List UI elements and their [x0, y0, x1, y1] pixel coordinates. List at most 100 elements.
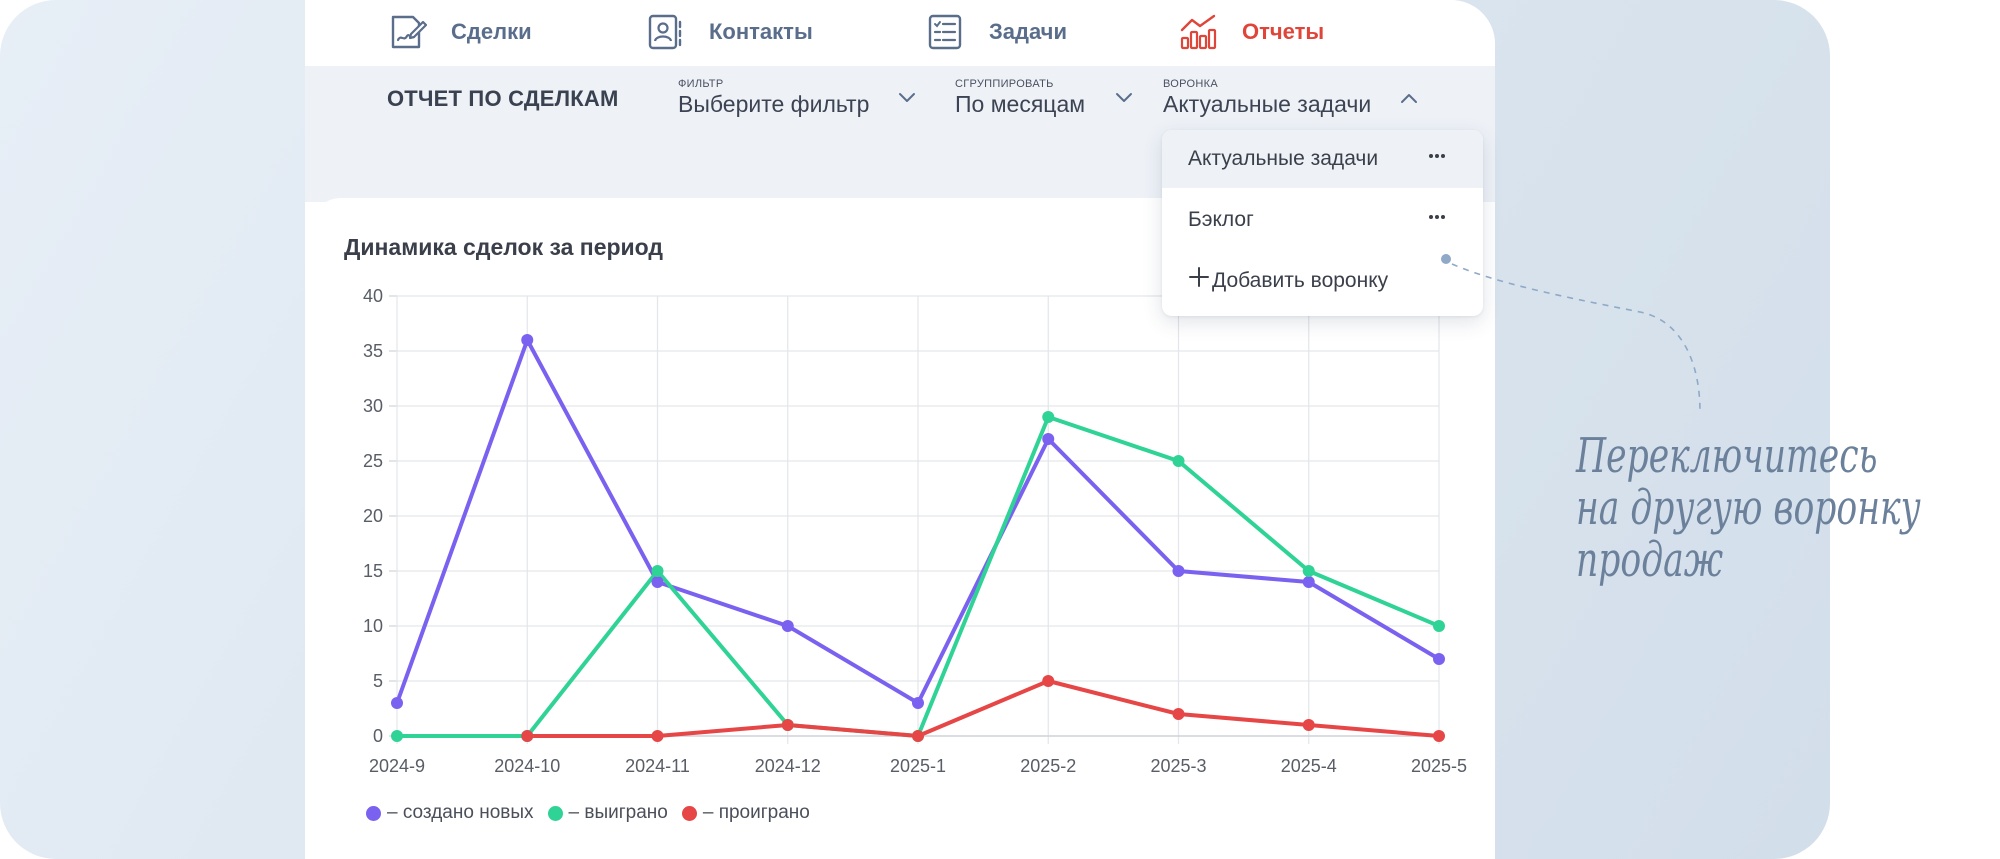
nav-label-contacts: Контакты — [709, 19, 813, 44]
funnel-value: Актуальные задачи — [1163, 91, 1372, 117]
chevron-down-icon[interactable] — [1115, 92, 1133, 104]
chart-points — [391, 334, 1445, 742]
legend-item: – создано новых — [366, 802, 534, 824]
more-options-icon[interactable] — [1427, 146, 1447, 166]
legend-item: – выиграно — [547, 802, 668, 824]
legend-dot — [366, 805, 381, 821]
data-point-1 — [1172, 455, 1185, 467]
data-point-0 — [912, 697, 924, 709]
x-tick-label: 2025-5 — [1411, 756, 1467, 776]
legend-item: – проиграно — [681, 802, 810, 824]
y-tick-label: 35 — [363, 341, 383, 361]
data-point-2 — [1302, 719, 1315, 731]
nav-label-tasks: Задачи — [989, 19, 1067, 44]
add-funnel-label: Добавить воронку — [1212, 269, 1389, 292]
x-tick-label: 2025-4 — [1281, 756, 1337, 776]
funnel-dropdown: Актуальные задачи Бэклог Добавить воронк… — [1162, 130, 1483, 316]
x-tick-label: 2024-12 — [755, 756, 821, 776]
legend-label: – создано новых — [387, 802, 534, 823]
data-point-0 — [1042, 433, 1055, 445]
nav-item-contacts[interactable]: Контакты — [645, 12, 813, 52]
x-tick-label: 2025-1 — [890, 756, 946, 776]
x-tick-label: 2025-2 — [1020, 756, 1076, 776]
bar-chart-icon — [1180, 14, 1217, 50]
data-point-0 — [1302, 576, 1315, 588]
funnel-select[interactable]: ВОРОНКА Актуальные задачи — [1163, 78, 1371, 118]
data-point-0 — [391, 697, 403, 709]
series-line-2 — [525, 679, 1441, 738]
filter-value: Выберите фильтр — [678, 91, 870, 117]
group-by-caption: СГРУППИРОВАТЬ — [955, 78, 1054, 90]
data-point-0 — [781, 620, 794, 632]
annotation-line: продаж — [1576, 532, 1723, 588]
chart-title: Динамика сделок за период — [344, 234, 664, 260]
annotation-note: Переключитесь на другую воронку продаж — [1576, 428, 1921, 588]
x-tick-label: 2024-10 — [494, 756, 560, 776]
data-point-2 — [651, 730, 664, 742]
group-by-value: По месяцам — [955, 91, 1086, 117]
y-tick-label: 15 — [363, 561, 383, 581]
funnel-option-backlog[interactable]: Бэклог — [1162, 191, 1483, 249]
chart-legend: – создано новых – выиграно – проиграно — [366, 802, 824, 824]
data-point-0 — [521, 334, 534, 346]
data-point-2 — [781, 719, 794, 731]
filter-select[interactable]: ФИЛЬТР Выберите фильтр — [678, 78, 869, 118]
chart-grid — [389, 295, 1440, 744]
chart-card: Динамика сделок за период 0 5 10 15 20 25 30 35… — [311, 198, 1495, 859]
data-point-0 — [1172, 565, 1185, 577]
report-toolbar: ОТЧЕТ ПО СДЕЛКАМ ФИЛЬТР Выберите фильтр … — [305, 66, 1495, 132]
data-point-2 — [1433, 730, 1445, 742]
data-point-2 — [1042, 675, 1055, 687]
line-chart: 0 5 10 15 20 25 30 35 40 2024-9 2024-10 2024-11 2024… — [363, 286, 1467, 776]
y-tick-label: 5 — [373, 671, 383, 691]
funnel-option-label: Бэклог — [1188, 208, 1254, 231]
chart-axes: 0 5 10 15 20 25 30 35 40 2024-9 2024-10 2024-11 2024… — [363, 286, 1467, 776]
legend-label: – выиграно — [568, 802, 668, 823]
contact-card-icon — [648, 14, 682, 50]
data-point-2 — [1172, 708, 1185, 720]
legend-dot — [547, 805, 563, 821]
deal-signing-icon — [391, 15, 427, 49]
data-point-1 — [1433, 620, 1445, 632]
funnel-option-label: Актуальные задачи — [1188, 147, 1379, 170]
data-point-0 — [651, 576, 664, 588]
y-tick-label: 30 — [363, 396, 383, 416]
report-title: ОТЧЕТ ПО СДЕЛКАМ — [387, 86, 619, 111]
top-navigation: Сделки Контакты Задачи — [305, 0, 1495, 66]
add-funnel-button[interactable]: Добавить воронку — [1162, 252, 1483, 310]
nav-item-tasks[interactable]: Задачи — [925, 12, 1067, 52]
y-tick-label: 25 — [363, 451, 383, 471]
group-by-select[interactable]: СГРУППИРОВАТЬ По месяцам — [955, 78, 1085, 118]
data-point-2 — [912, 730, 924, 742]
data-point-1 — [1302, 565, 1315, 577]
y-tick-label: 40 — [363, 286, 383, 306]
chevron-up-icon[interactable] — [1400, 92, 1418, 104]
data-point-0 — [1433, 653, 1445, 665]
task-list-icon — [928, 14, 962, 50]
legend-label: – проиграно — [702, 802, 810, 823]
more-options-icon[interactable] — [1427, 207, 1447, 227]
y-tick-label: 0 — [373, 726, 383, 746]
data-point-2 — [521, 730, 534, 742]
nav-label-reports: Отчеты — [1242, 19, 1325, 44]
x-tick-label: 2024-9 — [369, 756, 425, 776]
data-point-1 — [651, 565, 664, 577]
nav-item-deals[interactable]: Сделки — [387, 12, 532, 52]
chevron-down-icon[interactable] — [898, 92, 916, 104]
nav-label-deals: Сделки — [451, 19, 532, 44]
y-tick-label: 20 — [363, 506, 383, 526]
plus-icon — [1189, 267, 1209, 287]
y-tick-label: 10 — [363, 616, 383, 636]
filter-caption: ФИЛЬТР — [678, 78, 724, 90]
nav-item-reports[interactable]: Отчеты — [1178, 12, 1324, 52]
app-window: Сделки Контакты Задачи — [305, 0, 1495, 859]
annotation-line: на другую воронку — [1576, 480, 1921, 536]
x-tick-label: 2025-3 — [1150, 756, 1206, 776]
x-tick-label: 2024-11 — [625, 756, 690, 776]
data-point-1 — [391, 730, 403, 742]
legend-dot — [681, 805, 697, 821]
funnel-option-current-tasks[interactable]: Актуальные задачи — [1162, 130, 1483, 188]
annotation-line: Переключитесь — [1576, 428, 1878, 484]
data-point-1 — [1042, 411, 1055, 423]
funnel-caption: ВОРОНКА — [1163, 78, 1218, 90]
